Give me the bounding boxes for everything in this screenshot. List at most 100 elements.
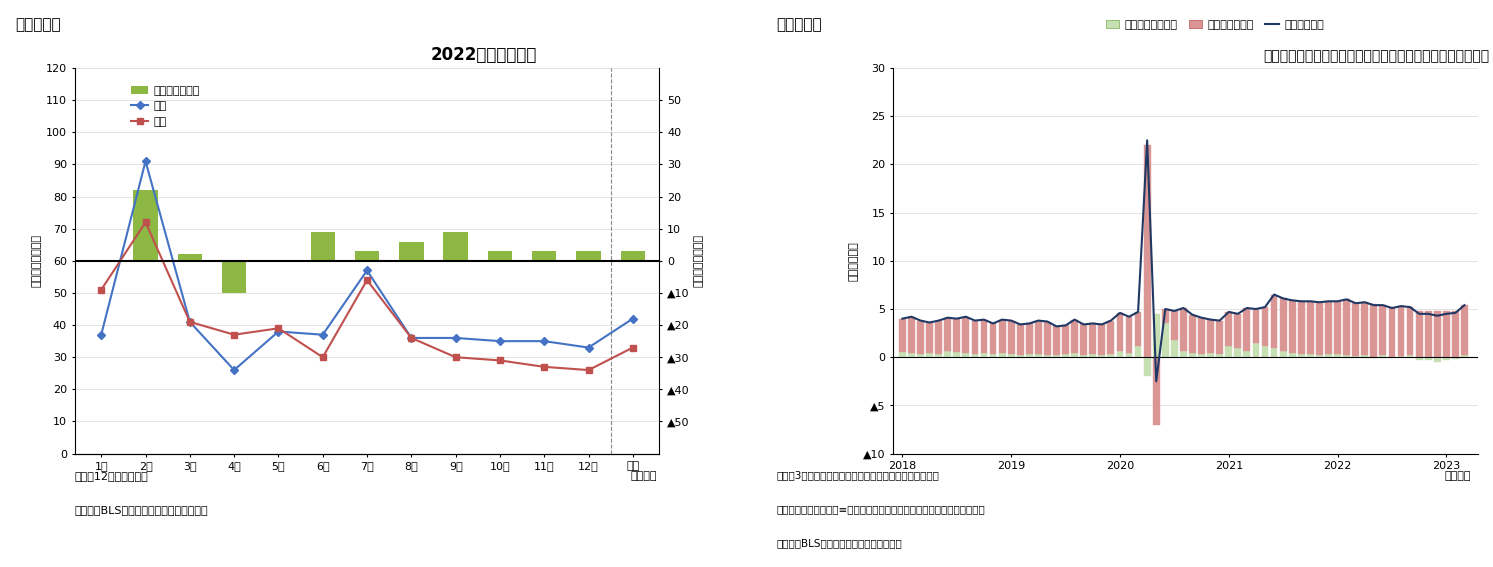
Bar bbox=[1135, 312, 1142, 346]
Bar bbox=[576, 251, 600, 261]
Bar bbox=[1353, 303, 1359, 356]
Bar bbox=[990, 354, 996, 357]
Title: 2022年改定の結果: 2022年改定の結果 bbox=[431, 46, 537, 64]
Bar bbox=[1406, 356, 1414, 357]
Bar bbox=[1126, 317, 1132, 353]
Bar bbox=[399, 242, 424, 261]
Bar bbox=[1144, 145, 1151, 357]
Bar bbox=[1344, 356, 1350, 357]
Bar bbox=[1306, 301, 1314, 354]
Bar bbox=[532, 251, 557, 261]
Bar bbox=[1315, 356, 1323, 357]
Bar bbox=[1297, 354, 1305, 357]
Text: （注）12月は未確定値: （注）12月は未確定値 bbox=[75, 471, 148, 481]
Bar bbox=[926, 353, 933, 357]
Bar bbox=[1244, 352, 1250, 357]
Bar bbox=[1371, 357, 1377, 358]
Bar bbox=[1135, 346, 1142, 357]
Text: 週当たり賃金伸び率≡週当たり労働時間伸び率＋時間当たり賃金伸び率: 週当たり賃金伸び率≡週当たり労働時間伸び率＋時間当たり賃金伸び率 bbox=[776, 505, 985, 515]
Bar bbox=[1326, 301, 1332, 354]
Bar bbox=[1126, 353, 1132, 357]
Bar bbox=[1217, 354, 1223, 357]
Text: （図表４）: （図表４） bbox=[776, 17, 823, 32]
Bar bbox=[1397, 356, 1405, 357]
Legend: 改定幅（右軸）, 今回, 前回: 改定幅（右軸）, 今回, 前回 bbox=[127, 81, 205, 132]
Bar bbox=[908, 353, 915, 357]
Bar bbox=[972, 354, 978, 357]
Bar bbox=[178, 255, 202, 261]
Text: （資料）BLSよりニッセイ基礎研究所作成: （資料）BLSよりニッセイ基礎研究所作成 bbox=[776, 539, 902, 549]
Y-axis label: （前月差、万人）: （前月差、万人） bbox=[31, 234, 42, 287]
Bar bbox=[1244, 308, 1250, 352]
Bar bbox=[1388, 357, 1396, 358]
Bar bbox=[1288, 353, 1296, 357]
Bar bbox=[1235, 348, 1241, 357]
Y-axis label: （改定幅、万人）: （改定幅、万人） bbox=[694, 234, 703, 287]
Bar bbox=[926, 323, 933, 353]
Bar bbox=[1017, 324, 1024, 356]
Bar bbox=[1288, 301, 1296, 353]
Bar bbox=[954, 352, 960, 357]
Bar bbox=[1026, 323, 1033, 354]
Bar bbox=[1353, 356, 1359, 357]
Bar bbox=[1371, 304, 1377, 357]
Bar bbox=[1179, 308, 1187, 352]
Bar bbox=[1117, 313, 1123, 352]
Bar bbox=[222, 261, 246, 293]
Bar bbox=[1162, 323, 1169, 357]
Bar bbox=[944, 352, 951, 357]
Bar bbox=[488, 251, 512, 261]
Bar bbox=[1315, 302, 1323, 356]
Bar bbox=[899, 319, 906, 352]
Bar bbox=[1433, 311, 1441, 357]
Bar bbox=[1424, 311, 1432, 357]
Bar bbox=[1442, 357, 1450, 360]
Bar bbox=[999, 320, 1005, 353]
Bar bbox=[1072, 320, 1078, 353]
Bar bbox=[1053, 356, 1060, 357]
Bar bbox=[1453, 311, 1459, 357]
Bar bbox=[1397, 306, 1405, 356]
Bar bbox=[1171, 311, 1178, 340]
Bar bbox=[1090, 323, 1096, 354]
Text: 民間非農業部門の週当たり賃金伸び率（年率換算、寄与度）: 民間非農業部門の週当たり賃金伸び率（年率換算、寄与度） bbox=[1263, 49, 1490, 63]
Bar bbox=[917, 320, 924, 354]
Bar bbox=[1415, 311, 1423, 357]
Bar bbox=[935, 320, 942, 354]
Bar bbox=[1188, 315, 1196, 353]
Bar bbox=[954, 319, 960, 352]
Bar bbox=[1326, 354, 1332, 357]
Bar bbox=[1335, 354, 1341, 357]
Bar bbox=[963, 353, 969, 357]
Bar bbox=[981, 353, 987, 357]
Bar bbox=[621, 251, 645, 261]
Bar bbox=[1153, 314, 1160, 357]
Bar bbox=[1026, 354, 1033, 357]
Bar bbox=[1153, 357, 1160, 425]
Bar bbox=[1017, 356, 1024, 357]
Bar bbox=[1262, 307, 1269, 346]
Bar bbox=[1442, 311, 1450, 357]
Text: （注）3カ月後方移動平均後の前月比伸び率（年率換算）: （注）3カ月後方移動平均後の前月比伸び率（年率換算） bbox=[776, 471, 939, 481]
Bar bbox=[1226, 312, 1232, 346]
Text: （資料）BLSよりニッセイ基礎研究所作成: （資料）BLSよりニッセイ基礎研究所作成 bbox=[75, 505, 209, 515]
Bar bbox=[1424, 357, 1432, 360]
Bar bbox=[1297, 301, 1305, 354]
Bar bbox=[1062, 354, 1069, 357]
Bar bbox=[1253, 309, 1260, 342]
Y-axis label: （年率、％）: （年率、％） bbox=[850, 241, 858, 281]
Bar bbox=[1335, 301, 1341, 354]
Bar bbox=[1188, 353, 1196, 357]
Bar bbox=[1344, 299, 1350, 356]
Bar bbox=[981, 320, 987, 353]
Bar bbox=[443, 232, 467, 261]
Bar bbox=[1462, 305, 1468, 356]
Text: （図表３）: （図表３） bbox=[15, 17, 61, 32]
Bar bbox=[1217, 320, 1223, 354]
Text: （月次）: （月次） bbox=[1444, 471, 1471, 481]
Bar bbox=[1362, 302, 1368, 356]
Bar bbox=[1099, 324, 1105, 356]
Bar bbox=[1380, 305, 1387, 356]
Bar bbox=[1262, 346, 1269, 357]
Bar bbox=[1415, 357, 1423, 360]
